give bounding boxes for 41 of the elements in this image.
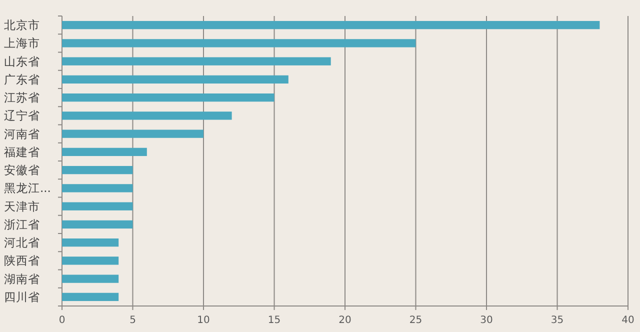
y-tick-label: 北京市 (4, 18, 40, 32)
y-tick-label: 黑龙江... (4, 181, 51, 196)
y-tick-label: 陕西省 (4, 254, 40, 268)
y-tick-label: 广东省 (4, 72, 40, 86)
x-tick-label: 5 (130, 315, 136, 326)
x-tick-label: 35 (550, 315, 564, 326)
bar (62, 93, 274, 102)
y-tick-label: 浙江省 (4, 217, 40, 232)
x-tick-label: 40 (622, 315, 634, 326)
x-tick-label: 0 (58, 315, 66, 326)
y-tick-label: 辽宁省 (4, 108, 40, 123)
bar (62, 148, 147, 156)
x-tick-label: 20 (338, 315, 352, 326)
y-tick-label: 上海市 (4, 36, 40, 50)
y-tick-label: 湖南省 (4, 272, 40, 286)
y-tick-label: 江苏省 (4, 90, 40, 105)
y-tick-label: 福建省 (4, 144, 40, 159)
bar (62, 75, 288, 84)
x-tick-label: 25 (409, 315, 422, 326)
bar (62, 39, 416, 48)
bar (62, 292, 119, 302)
bar (62, 57, 331, 66)
bar (62, 184, 133, 192)
y-tick-label: 河北省 (4, 236, 40, 250)
bar (62, 274, 119, 283)
bar (62, 112, 232, 120)
bar (62, 238, 119, 247)
x-tick-label: 10 (197, 315, 210, 326)
y-tick-label: 安徽省 (4, 163, 40, 178)
bar (62, 20, 600, 30)
bar (62, 130, 204, 138)
y-tick-label: 天津市 (4, 199, 40, 214)
bar (62, 202, 133, 210)
bar (62, 220, 133, 229)
bar (62, 166, 133, 174)
y-tick-label: 河南省 (4, 126, 40, 141)
x-tick-label: 30 (480, 315, 493, 326)
x-tick-label: 15 (268, 315, 281, 326)
y-tick-label: 山东省 (4, 54, 40, 68)
y-tick-label: 四川省 (4, 290, 40, 304)
bar (62, 256, 119, 265)
